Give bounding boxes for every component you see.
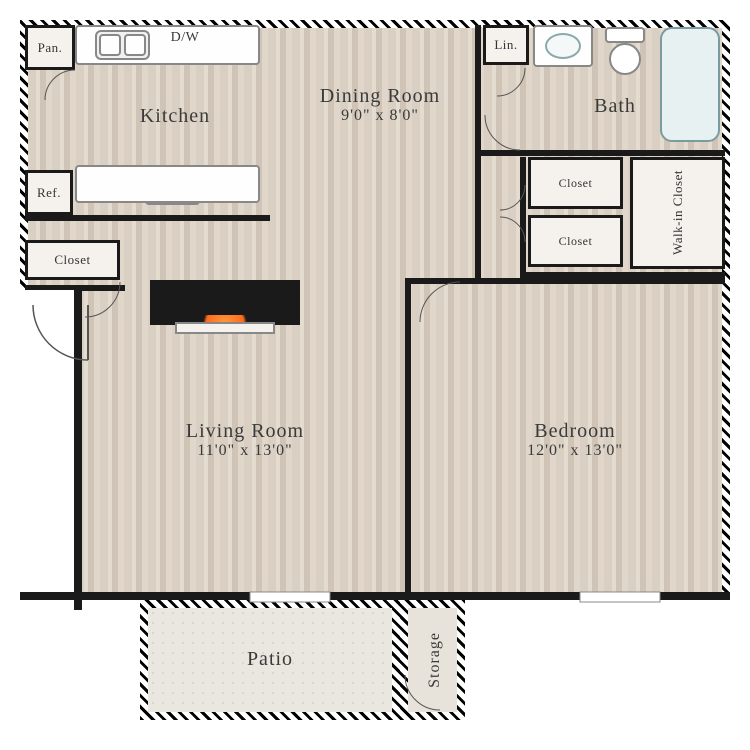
floor-plan: Kitchen Pan. D/W Ref. Closet Dining Room…	[20, 20, 730, 730]
wall-kitchen-living	[25, 215, 270, 221]
closet-entry: Closet	[25, 240, 120, 280]
ref-label: Ref.	[37, 185, 61, 201]
patio	[140, 600, 400, 720]
exterior-notch	[12, 290, 82, 610]
fireplace-surround	[175, 322, 275, 334]
kitchen-sink-bowl1	[99, 34, 121, 56]
walkin-label: Walk-in Closet	[670, 170, 686, 255]
pantry-label: Pan.	[38, 40, 63, 56]
closet-upper: Closet	[528, 157, 623, 209]
closet-upper-label: Closet	[559, 176, 593, 191]
storage	[400, 600, 465, 720]
closet-lower: Closet	[528, 215, 623, 267]
bath-area: Lin.	[475, 25, 725, 150]
walkin-closet: Walk-in Closet	[630, 157, 725, 269]
wall-bottom	[20, 592, 730, 600]
bathtub	[660, 27, 720, 142]
wall-living-bedroom	[405, 278, 411, 594]
kitchen-area	[75, 25, 260, 200]
toilet-tank	[605, 27, 645, 43]
linen-label: Lin.	[494, 37, 517, 53]
closet-entry-label: Closet	[54, 252, 90, 268]
bath-sink	[545, 33, 581, 59]
wall-bedroom-top	[405, 278, 725, 284]
linen-box: Lin.	[483, 25, 529, 65]
pantry-box: Pan.	[25, 25, 75, 70]
toilet-bowl	[609, 43, 641, 75]
closets-row: Closet Closet Walk-in Closet	[520, 157, 725, 272]
wall-center-vert	[475, 150, 481, 278]
kitchen-sink-bowl2	[124, 34, 146, 56]
kitchen-counter-bottom	[75, 165, 260, 203]
ref-box: Ref.	[25, 170, 73, 215]
closet-lower-label: Closet	[559, 234, 593, 249]
